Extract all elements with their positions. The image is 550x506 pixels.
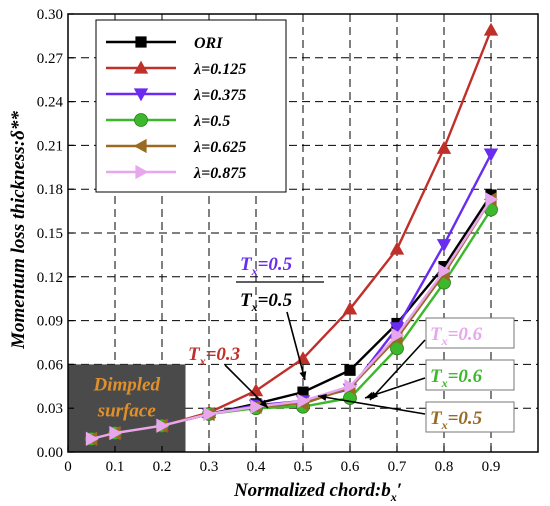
data-point [297, 393, 311, 409]
legend-box [95, 19, 287, 193]
annotation-arrowhead [299, 371, 307, 380]
data-point [436, 239, 452, 253]
y-tick-label: 0.15 [37, 226, 63, 242]
legend-label: ORI [194, 35, 223, 52]
annotation-arrow [224, 364, 269, 409]
data-point [483, 148, 499, 162]
x-tick-label: 0 [64, 459, 72, 475]
legend-entry: ORI [106, 35, 223, 52]
annotation-label: Tx=0.5 [240, 290, 293, 314]
data-point [485, 192, 499, 207]
data-point [436, 140, 452, 154]
annotation-arrow [317, 395, 426, 415]
annotation-4: Tx=0.6 [364, 359, 515, 399]
x-tick-label: 0.7 [388, 459, 407, 475]
annotation-arrowhead [259, 399, 268, 408]
data-point [109, 425, 123, 441]
legend-swatch-marker [135, 164, 149, 180]
axis-ticks: 0 0.1 0.2 0.3 0.4 0.5 0.6 0.7 0.8 0.9 0.00 0.03 0.06… [37, 7, 501, 475]
dimpled-label-line1: Dimpled [93, 374, 161, 395]
data-point [250, 399, 264, 414]
legend-entry: λ=0.875 [106, 164, 246, 182]
x-axis-label: Normalized chord:bx′ [233, 480, 402, 504]
y-tick-label: 0.06 [37, 357, 64, 373]
y-tick-label: 0.30 [37, 7, 63, 23]
annotation-label: Tx=0.6 [430, 324, 483, 348]
legend-entry: λ=0.125 [106, 60, 246, 78]
data-point [389, 322, 405, 336]
y-tick-label: 0.03 [37, 401, 63, 417]
x-tick-label: 0.9 [482, 459, 501, 475]
legend-label: λ=0.5 [193, 113, 230, 130]
annotation-box [425, 401, 515, 433]
y-tick-label: 0.18 [37, 182, 63, 198]
annotation-label: Tx=0.5 [240, 254, 293, 278]
data-point [389, 241, 405, 255]
annotation-arrowhead [318, 393, 327, 401]
annotation-arrow [364, 377, 426, 399]
annotation-5: Tx=0.5 [317, 393, 515, 433]
annotation-label: Tx=0.6 [430, 366, 483, 390]
data-point [85, 431, 99, 447]
legend-label: λ=0.875 [193, 165, 246, 182]
legend-label: λ=0.375 [193, 87, 246, 104]
y-tick-label: 0.21 [37, 138, 63, 154]
x-tick-label: 0.1 [106, 459, 125, 475]
y-tick-label: 0.24 [37, 95, 64, 111]
y-tick-label: 0.09 [37, 314, 63, 330]
x-tick-label: 0.8 [435, 459, 454, 475]
data-point [483, 22, 499, 36]
x-tick-label: 0.6 [341, 459, 360, 475]
legend-entry: λ=0.5 [106, 113, 230, 130]
legend-swatch-marker [133, 88, 149, 102]
annotation-2: Tx=0.5 [236, 281, 324, 381]
y-tick-label: 0.12 [37, 270, 63, 286]
data-series [84, 22, 499, 447]
annotations: Tx=0.3 Tx=0.5 Tx=0.5 Tx=0.6 Tx=0.6 Tx=0.5 [188, 254, 515, 433]
y-tick-label: 0.27 [37, 51, 64, 67]
dimpled-label-line2: surface [97, 400, 157, 421]
series-line [91, 198, 493, 441]
legend: ORI λ=0.125 λ=0.375 λ=0.5 λ=0.625 λ=0.875 [95, 19, 287, 193]
annotation-box [425, 359, 515, 391]
annotation-0: Tx=0.3 [188, 344, 269, 409]
legend-label: λ=0.625 [193, 139, 246, 156]
y-axis-label: Momentum loss thickness:δ** [8, 111, 29, 350]
data-point [344, 379, 358, 394]
annotation-arrow [369, 339, 426, 401]
data-point [248, 383, 264, 397]
series-5 [85, 192, 499, 447]
data-point [342, 301, 358, 315]
annotation-label: Tx=0.3 [188, 344, 240, 368]
x-tick-label: 0.4 [247, 459, 266, 475]
x-tick-label: 0.5 [294, 459, 313, 475]
annotation-3: Tx=0.6 [369, 317, 515, 401]
legend-swatch-marker [133, 60, 149, 74]
data-point [391, 328, 405, 343]
y-tick-label: 0.00 [37, 445, 63, 461]
legend-entry: λ=0.375 [106, 87, 246, 104]
legend-swatch-marker [133, 138, 147, 154]
annotation-label: Tx=0.5 [430, 408, 483, 432]
legend-swatch-marker [135, 36, 147, 48]
legend-swatch-marker [134, 113, 148, 127]
annotation-arrowhead [365, 392, 374, 399]
data-point [344, 364, 356, 376]
data-point [203, 406, 217, 422]
data-point [156, 418, 170, 433]
x-tick-label: 0.3 [200, 459, 219, 475]
annotation-1: Tx=0.5 [240, 254, 293, 278]
annotation-box [425, 317, 515, 349]
x-tick-label: 0.2 [153, 459, 172, 475]
annotation-arrow [286, 311, 306, 381]
data-point [438, 263, 452, 279]
legend-label: λ=0.125 [193, 61, 246, 78]
legend-entry: λ=0.625 [106, 138, 246, 156]
